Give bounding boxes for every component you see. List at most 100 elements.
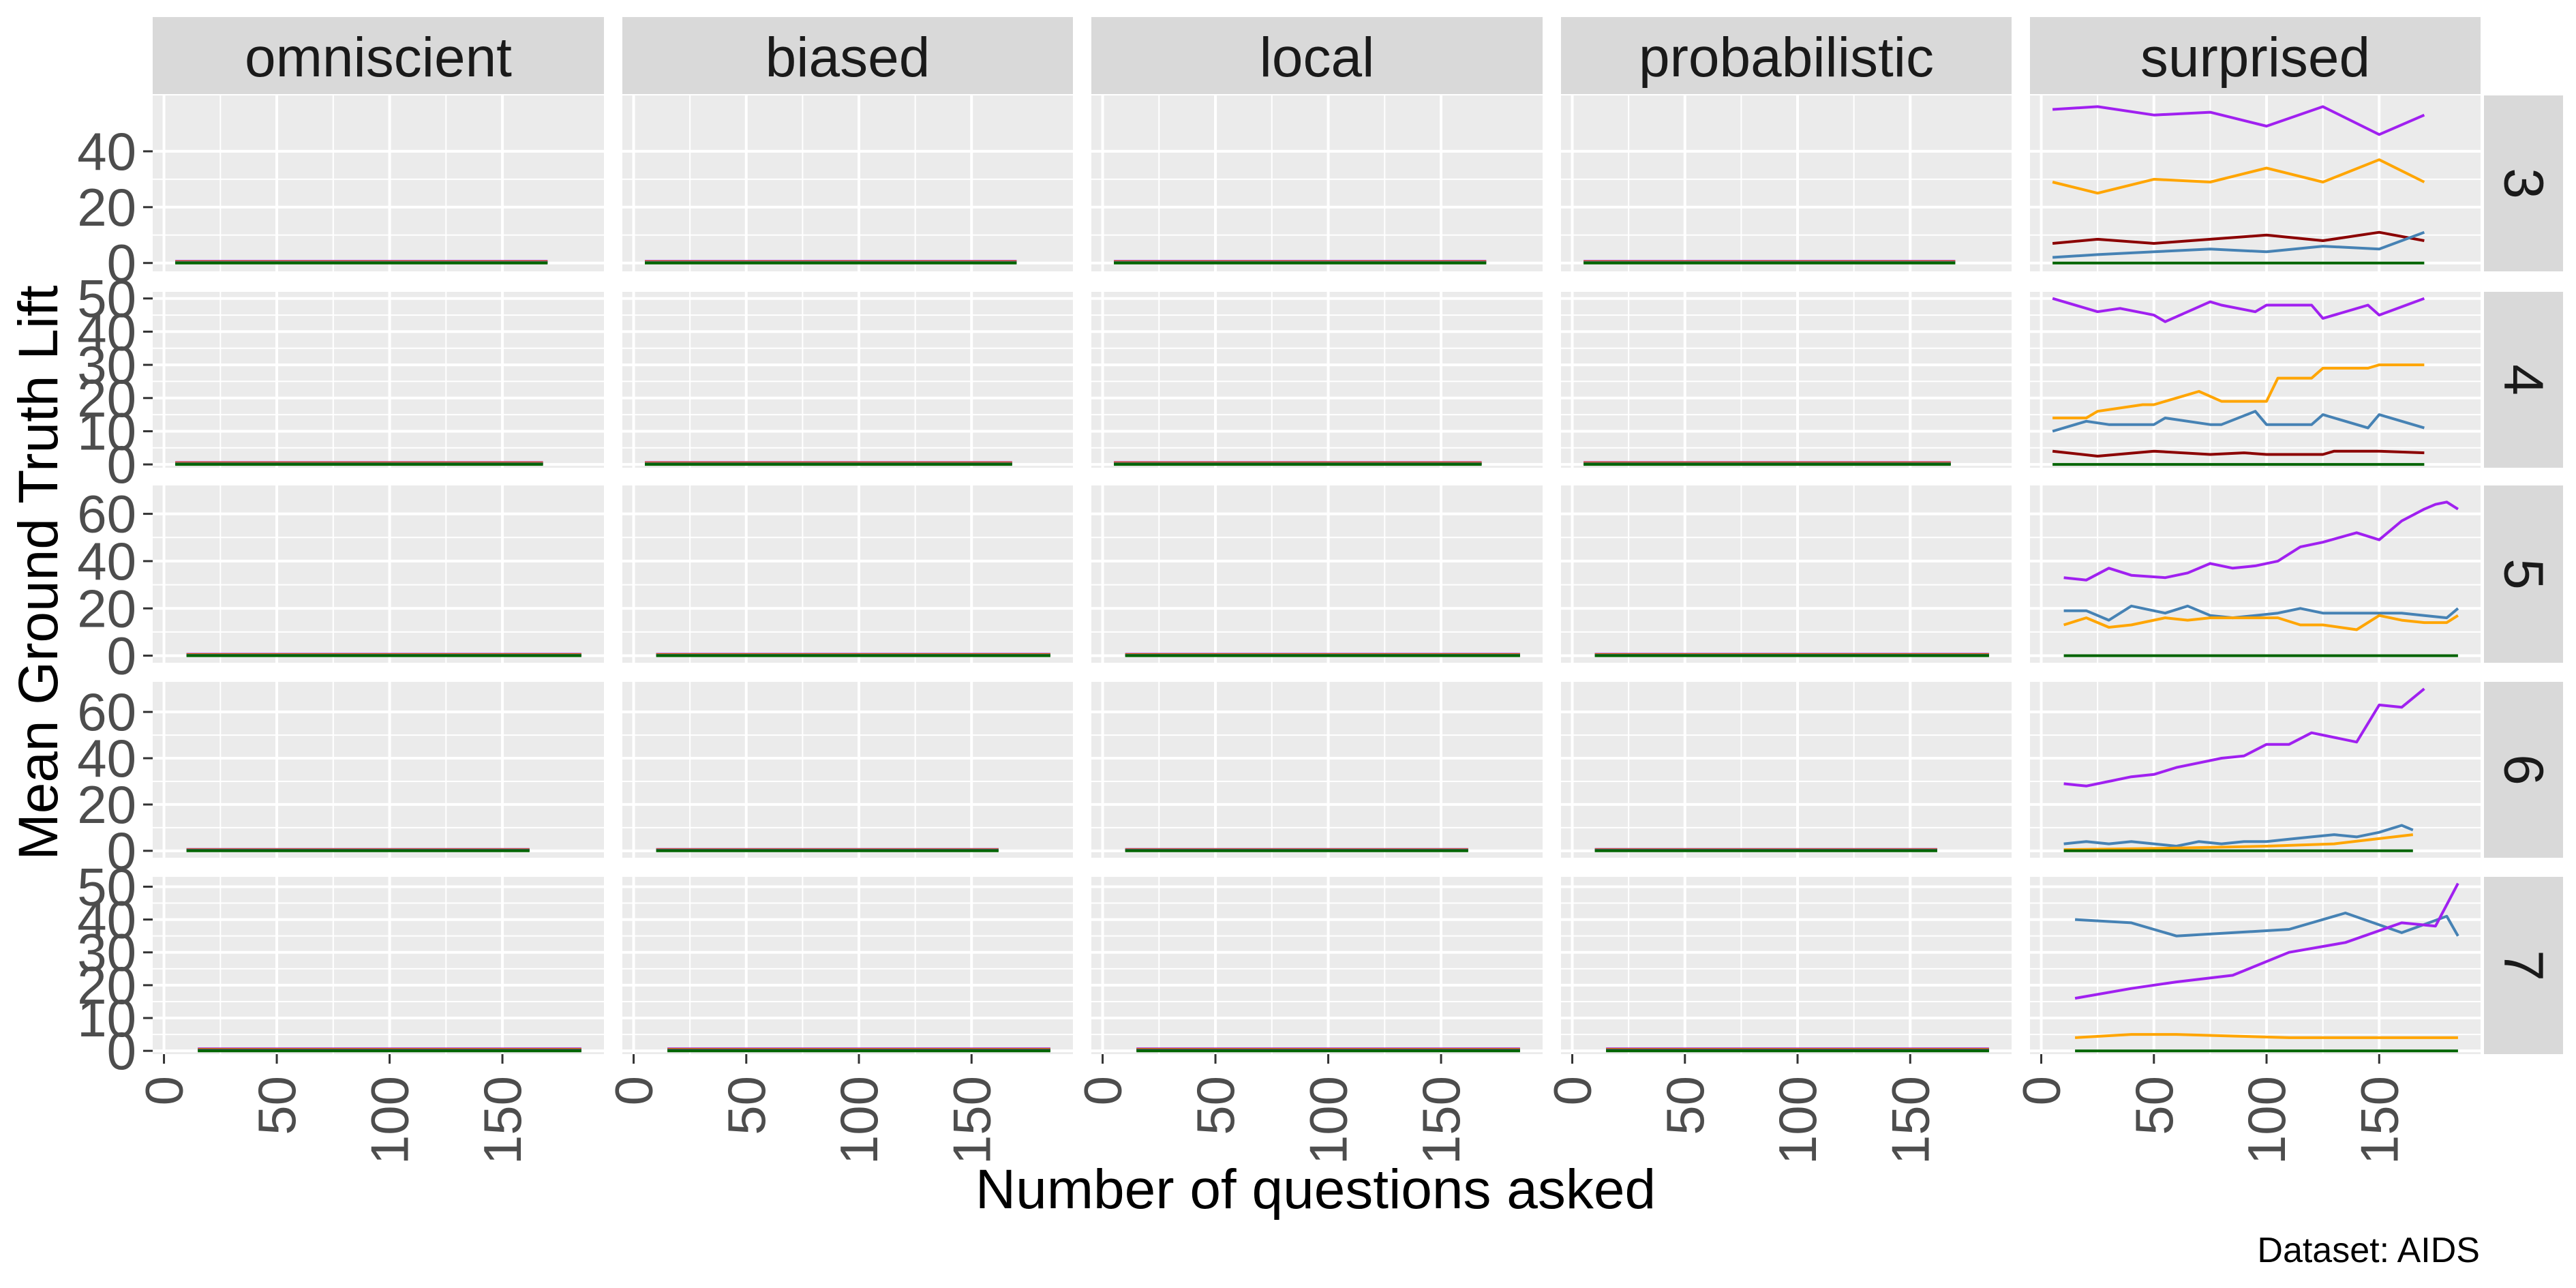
y-tick-label: 50 bbox=[77, 856, 136, 916]
y-tick-label: 0 bbox=[107, 434, 136, 494]
strip-label-omniscient: omniscient bbox=[245, 27, 512, 89]
strip-label-probabilistic: probabilistic bbox=[1639, 27, 1934, 89]
panel-omniscient-5 bbox=[153, 485, 604, 663]
x-tick-label: 150 bbox=[941, 1076, 1001, 1165]
y-tick-label: 30 bbox=[77, 923, 136, 983]
row-strip-label-6: 6 bbox=[2493, 754, 2555, 785]
x-tick-label: 150 bbox=[1880, 1076, 1940, 1165]
x-tick-label: 150 bbox=[2349, 1076, 2409, 1165]
x-tick-label: 150 bbox=[1411, 1076, 1471, 1165]
y-tick-label: 40 bbox=[77, 121, 136, 181]
x-tick-label: 100 bbox=[1299, 1076, 1359, 1165]
panel-background bbox=[2030, 292, 2481, 468]
y-tick-label: 20 bbox=[77, 177, 136, 237]
strip-probabilistic bbox=[1561, 17, 2012, 94]
row-strip-6 bbox=[2484, 682, 2563, 858]
panel-probabilistic-3 bbox=[1561, 95, 2012, 271]
x-tick-label: 100 bbox=[829, 1076, 889, 1165]
y-tick-label: 10 bbox=[77, 988, 136, 1048]
panel-background bbox=[153, 877, 604, 1054]
y-tick-label: 0 bbox=[107, 626, 136, 686]
panel-background bbox=[622, 292, 1073, 468]
panel-background bbox=[1091, 877, 1543, 1054]
row-strip-label-7: 7 bbox=[2493, 950, 2555, 981]
panel-probabilistic-4 bbox=[1561, 292, 2012, 468]
panel-biased-5 bbox=[622, 485, 1073, 663]
x-axes: 0 50 100 150 0 50 100 150 0 50 100 150 0 50 100 150 0 50 1… bbox=[134, 1054, 2409, 1165]
panel-biased-7 bbox=[622, 877, 1073, 1054]
panel-local-5 bbox=[1091, 485, 1543, 663]
series-line-purple bbox=[2052, 297, 2425, 323]
x-tick-label: 50 bbox=[1655, 1076, 1715, 1135]
panel-local-3 bbox=[1091, 95, 1543, 271]
panel-probabilistic-5 bbox=[1561, 485, 2012, 663]
y-tick-label: 40 bbox=[77, 728, 136, 788]
y-tick-label: 20 bbox=[77, 775, 136, 835]
series-line-orange bbox=[2063, 833, 2414, 852]
row-strip-5 bbox=[2484, 485, 2563, 663]
x-tick-label: 50 bbox=[716, 1076, 776, 1135]
strip-omniscient bbox=[153, 17, 604, 94]
series-line-steelblue bbox=[2074, 912, 2459, 938]
series-line-orange bbox=[2052, 158, 2425, 195]
panel-background bbox=[622, 95, 1073, 271]
panel-background bbox=[1561, 877, 2012, 1054]
y-tick-label: 10 bbox=[77, 401, 136, 461]
panel-surprised-6 bbox=[2030, 682, 2481, 858]
series-line-steelblue bbox=[2063, 604, 2459, 622]
row-strip-3 bbox=[2484, 95, 2563, 271]
dataset-caption: Dataset: AIDS bbox=[2257, 1231, 2480, 1270]
row-strip-4 bbox=[2484, 292, 2563, 468]
strip-biased bbox=[622, 17, 1073, 94]
y-tick-label: 60 bbox=[77, 484, 136, 544]
panel-biased-3 bbox=[622, 95, 1073, 271]
x-tick-label: 100 bbox=[1768, 1076, 1828, 1165]
panel-surprised-7 bbox=[2030, 877, 2481, 1054]
panels-layer bbox=[153, 95, 2481, 1054]
series-line-purple bbox=[2063, 500, 2459, 582]
x-tick-label: 150 bbox=[472, 1076, 532, 1165]
y-tick-label: 0 bbox=[107, 1021, 136, 1081]
row-strip-label-3: 3 bbox=[2493, 168, 2555, 199]
panel-biased-4 bbox=[622, 292, 1073, 468]
series-line-purple bbox=[2074, 882, 2459, 1000]
panel-probabilistic-6 bbox=[1561, 682, 2012, 858]
panel-local-6 bbox=[1091, 682, 1543, 858]
panel-background bbox=[1561, 292, 2012, 468]
panel-background bbox=[1091, 292, 1543, 468]
x-tick-label: 0 bbox=[604, 1076, 664, 1105]
panel-omniscient-4 bbox=[153, 292, 604, 468]
panel-surprised-4 bbox=[2030, 292, 2481, 468]
panel-biased-6 bbox=[622, 682, 1073, 858]
y-tick-label: 40 bbox=[77, 531, 136, 591]
series-line-darkred bbox=[2052, 230, 2425, 245]
y-tick-label: 40 bbox=[77, 890, 136, 950]
strip-label-surprised: surprised bbox=[2140, 27, 2370, 89]
panel-probabilistic-7 bbox=[1561, 877, 2012, 1054]
series-line-purple bbox=[2052, 105, 2425, 136]
panel-local-4 bbox=[1091, 292, 1543, 468]
y-axes: 0204001020304050020406002040600102030405… bbox=[77, 121, 153, 1081]
panel-omniscient-7 bbox=[153, 877, 604, 1054]
column-strips: omniscient biased local probabilistic surpri… bbox=[153, 17, 2481, 94]
y-tick-label: 0 bbox=[107, 233, 136, 293]
y-tick-label: 60 bbox=[77, 682, 136, 742]
panel-surprised-5 bbox=[2030, 485, 2481, 663]
x-tick-label: 50 bbox=[247, 1076, 307, 1135]
x-tick-label: 0 bbox=[1543, 1076, 1603, 1105]
y-tick-label: 20 bbox=[77, 955, 136, 1015]
panel-background bbox=[622, 877, 1073, 1054]
x-tick-label: 0 bbox=[1073, 1076, 1133, 1105]
series-line-purple bbox=[2063, 687, 2425, 788]
series-line-darkred bbox=[2052, 449, 2425, 458]
y-tick-label: 20 bbox=[77, 578, 136, 638]
series-line-steelblue bbox=[2052, 230, 2425, 259]
row-strip-label-4: 4 bbox=[2493, 364, 2555, 395]
series-line-steelblue bbox=[2052, 410, 2425, 433]
series-line-steelblue bbox=[2063, 824, 2414, 848]
x-tick-label: 0 bbox=[2012, 1076, 2072, 1105]
row-strips: 3 4 5 6 7 bbox=[2484, 95, 2563, 1054]
panel-omniscient-6 bbox=[153, 682, 604, 858]
panel-background bbox=[2030, 95, 2481, 271]
